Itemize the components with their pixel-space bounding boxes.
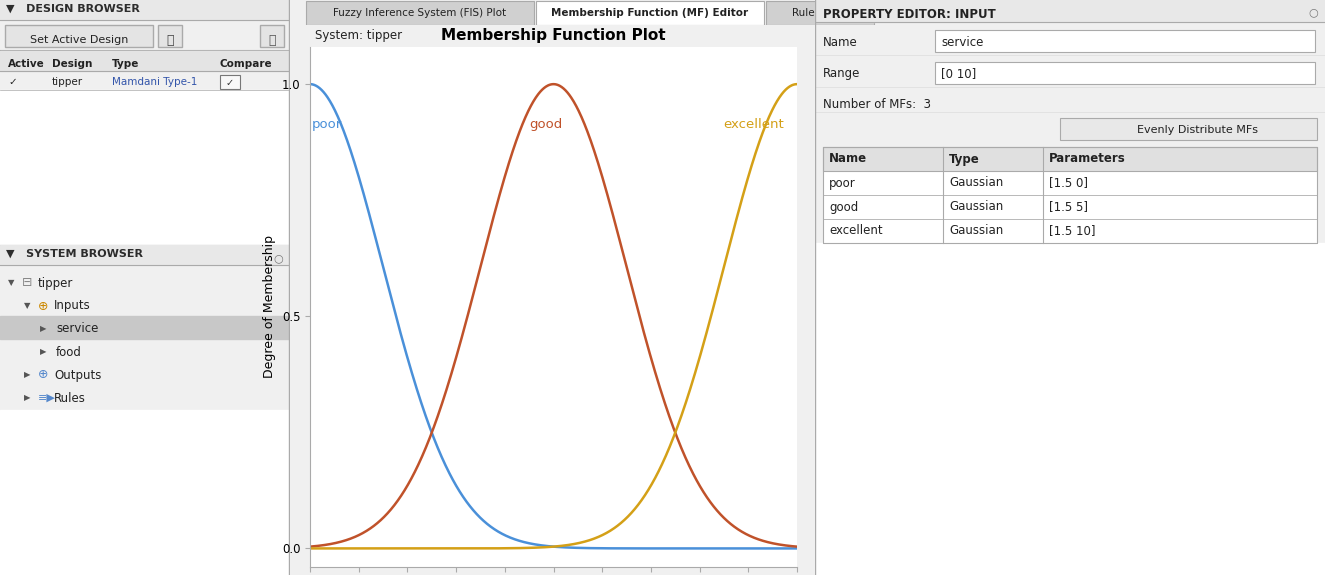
Text: ○: ○ [273, 253, 282, 263]
Text: 🗑: 🗑 [268, 33, 276, 47]
Bar [0, 0, 290, 20]
Text: ▶: ▶ [24, 370, 30, 380]
Text: good: good [829, 201, 859, 213]
Bar [306, 1, 534, 25]
Text: Gaussian: Gaussian [949, 201, 1003, 213]
Text: Fuzzy Inference System (FIS) Plot: Fuzzy Inference System (FIS) Plot [334, 9, 506, 18]
Text: Name: Name [823, 36, 857, 48]
Text: System: tipper: System: tipper [315, 29, 403, 43]
Text: Number of MFs:  3: Number of MFs: 3 [823, 98, 931, 110]
Text: excellent: excellent [829, 224, 882, 237]
Text: Mamdani Type-1: Mamdani Type-1 [113, 77, 197, 87]
Text: Set Active Design: Set Active Design [29, 35, 129, 45]
Text: ✓: ✓ [8, 77, 17, 87]
Text: ▼: ▼ [24, 301, 30, 310]
Bar [766, 1, 874, 25]
Text: Active: Active [8, 59, 45, 69]
Text: [1.5 5]: [1.5 5] [1049, 201, 1088, 213]
Text: ≡▶: ≡▶ [38, 393, 56, 403]
Text: Type: Type [949, 152, 979, 166]
Bar [0, 245, 290, 265]
Title: Membership Function Plot: Membership Function Plot [441, 28, 665, 43]
Text: ▶: ▶ [40, 324, 46, 333]
Text: Evenly Distribute MFs: Evenly Distribute MFs [1137, 125, 1257, 135]
Text: Gaussian: Gaussian [949, 224, 1003, 237]
Bar [815, 0, 1325, 22]
Text: ⊟: ⊟ [23, 277, 33, 289]
Text: service: service [56, 323, 98, 335]
Text: Parameters: Parameters [1049, 152, 1126, 166]
Bar [260, 25, 284, 47]
Text: ⊕: ⊕ [38, 369, 49, 381]
Bar [158, 25, 182, 47]
Text: Membership Function (MF) Editor: Membership Function (MF) Editor [551, 9, 749, 18]
Bar [815, 243, 1325, 575]
Text: ⧉: ⧉ [166, 33, 174, 47]
Text: ✓: ✓ [227, 78, 235, 88]
Text: ▶: ▶ [24, 393, 30, 402]
Text: [1.5 0]: [1.5 0] [1049, 177, 1088, 190]
Bar [823, 147, 1317, 171]
Text: Range: Range [823, 67, 860, 81]
Bar [935, 62, 1314, 84]
Text: tipper: tipper [38, 277, 73, 289]
Text: Gaussian: Gaussian [949, 177, 1003, 190]
Bar [0, 410, 290, 575]
Bar [5, 25, 152, 47]
Text: tipper: tipper [52, 77, 83, 87]
Bar [935, 30, 1314, 52]
Y-axis label: Degree of Membership: Degree of Membership [264, 236, 276, 378]
Text: good: good [530, 117, 563, 131]
Text: ▼   DESIGN BROWSER: ▼ DESIGN BROWSER [7, 4, 140, 14]
Text: ▶: ▶ [40, 347, 46, 356]
Text: food: food [56, 346, 82, 358]
Text: Compare: Compare [220, 59, 273, 69]
Bar [0, 51, 290, 71]
Bar [220, 75, 240, 89]
Text: [0 10]: [0 10] [941, 67, 977, 81]
Text: poor: poor [829, 177, 856, 190]
Bar [1060, 118, 1317, 140]
Text: ○: ○ [1308, 9, 1318, 18]
Text: poor: poor [311, 117, 342, 131]
Text: Name: Name [829, 152, 867, 166]
Text: [1.5 10]: [1.5 10] [1049, 224, 1096, 237]
Text: ⊕: ⊕ [38, 300, 49, 312]
Text: Inputs: Inputs [54, 300, 90, 312]
Text: Type: Type [113, 59, 139, 69]
Bar [0, 90, 290, 245]
Text: Rules: Rules [54, 392, 86, 404]
Text: ○: ○ [1308, 7, 1318, 17]
Text: Rule Editor: Rule Editor [791, 9, 848, 18]
Text: PROPERTY EDITOR: INPUT: PROPERTY EDITOR: INPUT [823, 9, 996, 21]
Bar [823, 147, 1317, 243]
Text: excellent: excellent [723, 117, 783, 131]
Text: Outputs: Outputs [54, 369, 102, 381]
Text: ▼: ▼ [8, 278, 15, 288]
Text: ▼   SYSTEM BROWSER: ▼ SYSTEM BROWSER [7, 249, 143, 259]
Text: Design: Design [52, 59, 93, 69]
Bar [823, 219, 1317, 243]
Bar [0, 316, 290, 339]
Bar [823, 195, 1317, 219]
Bar [823, 171, 1317, 195]
Bar [537, 1, 765, 25]
Text: service: service [941, 36, 983, 48]
